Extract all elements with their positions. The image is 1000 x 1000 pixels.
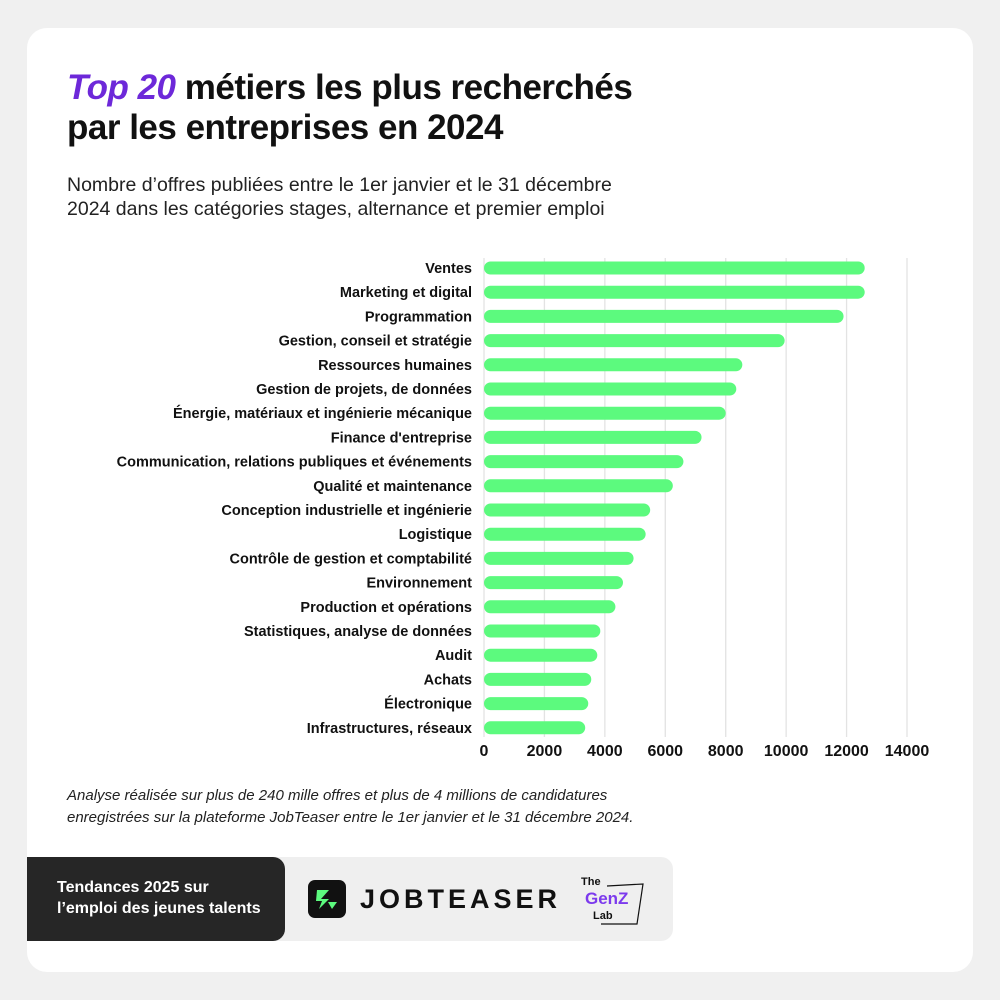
category-label: Logistique: [399, 527, 472, 543]
bar: [484, 648, 598, 662]
subtitle-line-2: 2024 dans les catégories stages, alterna…: [67, 198, 605, 220]
x-tick-label: 2000: [527, 743, 563, 760]
bar: [484, 697, 589, 711]
bar: [484, 309, 844, 323]
category-label: Production et opérations: [300, 600, 472, 616]
category-label: Programmation: [365, 309, 472, 325]
category-label: Communication, relations publiques et év…: [117, 455, 472, 471]
bar: [484, 334, 785, 348]
genz-frame-icon: [601, 883, 644, 925]
bar: [484, 406, 726, 420]
title-accent: Top 20: [67, 68, 176, 107]
infographic-card: Top 20 métiers les plus recherchés par l…: [27, 28, 973, 972]
x-tick-label: 4000: [587, 743, 623, 760]
x-tick-label: 12000: [824, 743, 869, 760]
x-tick-label: 6000: [647, 743, 683, 760]
title-line-2: par les entreprises en 2024: [67, 108, 503, 147]
chart-gridlines: [483, 258, 908, 737]
chart-x-tick-labels: 0 2000 4000 6000 8000 10000 12000 14000: [480, 743, 930, 760]
category-label: Énergie, matériaux et ingénierie mécaniq…: [173, 405, 472, 422]
bar: [484, 479, 673, 493]
bar: [484, 430, 702, 444]
category-label: Infrastructures, réseaux: [307, 721, 472, 737]
footnote: Analyse réalisée sur plus de 240 mille o…: [67, 785, 767, 829]
category-label: Gestion, conseil et stratégie: [279, 334, 472, 350]
category-label: Ressources humaines: [318, 358, 472, 374]
category-label: Environnement: [366, 576, 472, 592]
subtitle-line-1: Nombre d’offres publiées entre le 1er ja…: [67, 174, 612, 196]
genz-lab-logo-icon: The GenZ Lab: [581, 876, 645, 926]
x-tick-label: 10000: [764, 743, 809, 760]
trends-tag: Tendances 2025 sur l’emploi des jeunes t…: [27, 857, 285, 941]
title-rest: métiers les plus recherchés: [184, 68, 633, 107]
bar: [484, 455, 684, 469]
x-tick-label: 0: [480, 743, 489, 760]
category-label: Qualité et maintenance: [313, 479, 472, 495]
category-label: Conception industrielle et ingénierie: [221, 503, 472, 519]
bar: [484, 261, 865, 275]
category-label: Audit: [435, 648, 472, 664]
bar: [484, 527, 646, 541]
jobteaser-wordmark: JOBTEASER: [360, 884, 562, 914]
page-title: Top 20 métiers les plus recherchés par l…: [67, 68, 633, 148]
jobteaser-logo-icon: [308, 880, 346, 918]
bar: [484, 358, 743, 372]
chart-category-labels: Ventes Marketing et digital Programmation G…: [117, 261, 472, 737]
category-label: Marketing et digital: [340, 285, 472, 301]
category-label: Ventes: [425, 261, 472, 277]
chart-bars: [484, 261, 865, 735]
bar: [484, 721, 586, 735]
category-label: Gestion de projets, de données: [256, 382, 472, 398]
bar: [484, 576, 623, 590]
tag-line-1: Tendances 2025 sur: [57, 879, 209, 896]
footnote-line-1: Analyse réalisée sur plus de 240 mille o…: [67, 787, 608, 804]
category-label: Finance d'entreprise: [331, 430, 472, 446]
x-tick-label: 8000: [708, 743, 744, 760]
category-label: Électronique: [384, 696, 472, 713]
bar: [484, 600, 616, 614]
bar: [484, 503, 651, 517]
subtitle: Nombre d’offres publiées entre le 1er ja…: [67, 173, 787, 221]
category-label: Statistiques, analyse de données: [244, 624, 472, 640]
bar: [484, 624, 601, 638]
bar: [484, 551, 634, 565]
bar: [484, 285, 865, 299]
bar: [484, 382, 737, 396]
bar: [484, 672, 592, 686]
genz-the-text: The: [581, 876, 601, 888]
category-label: Contrôle de gestion et comptabilité: [230, 551, 473, 567]
genz-text: GenZ: [585, 889, 629, 908]
tag-line-2: l’emploi des jeunes talents: [57, 900, 261, 917]
category-label: Achats: [424, 672, 472, 688]
x-tick-label: 14000: [885, 743, 930, 760]
footnote-line-2: enregistrées sur la plateforme JobTeaser…: [67, 809, 634, 826]
bar-chart: Ventes Marketing et digital Programmation G…: [117, 258, 930, 760]
genz-lab-text: Lab: [593, 910, 613, 922]
